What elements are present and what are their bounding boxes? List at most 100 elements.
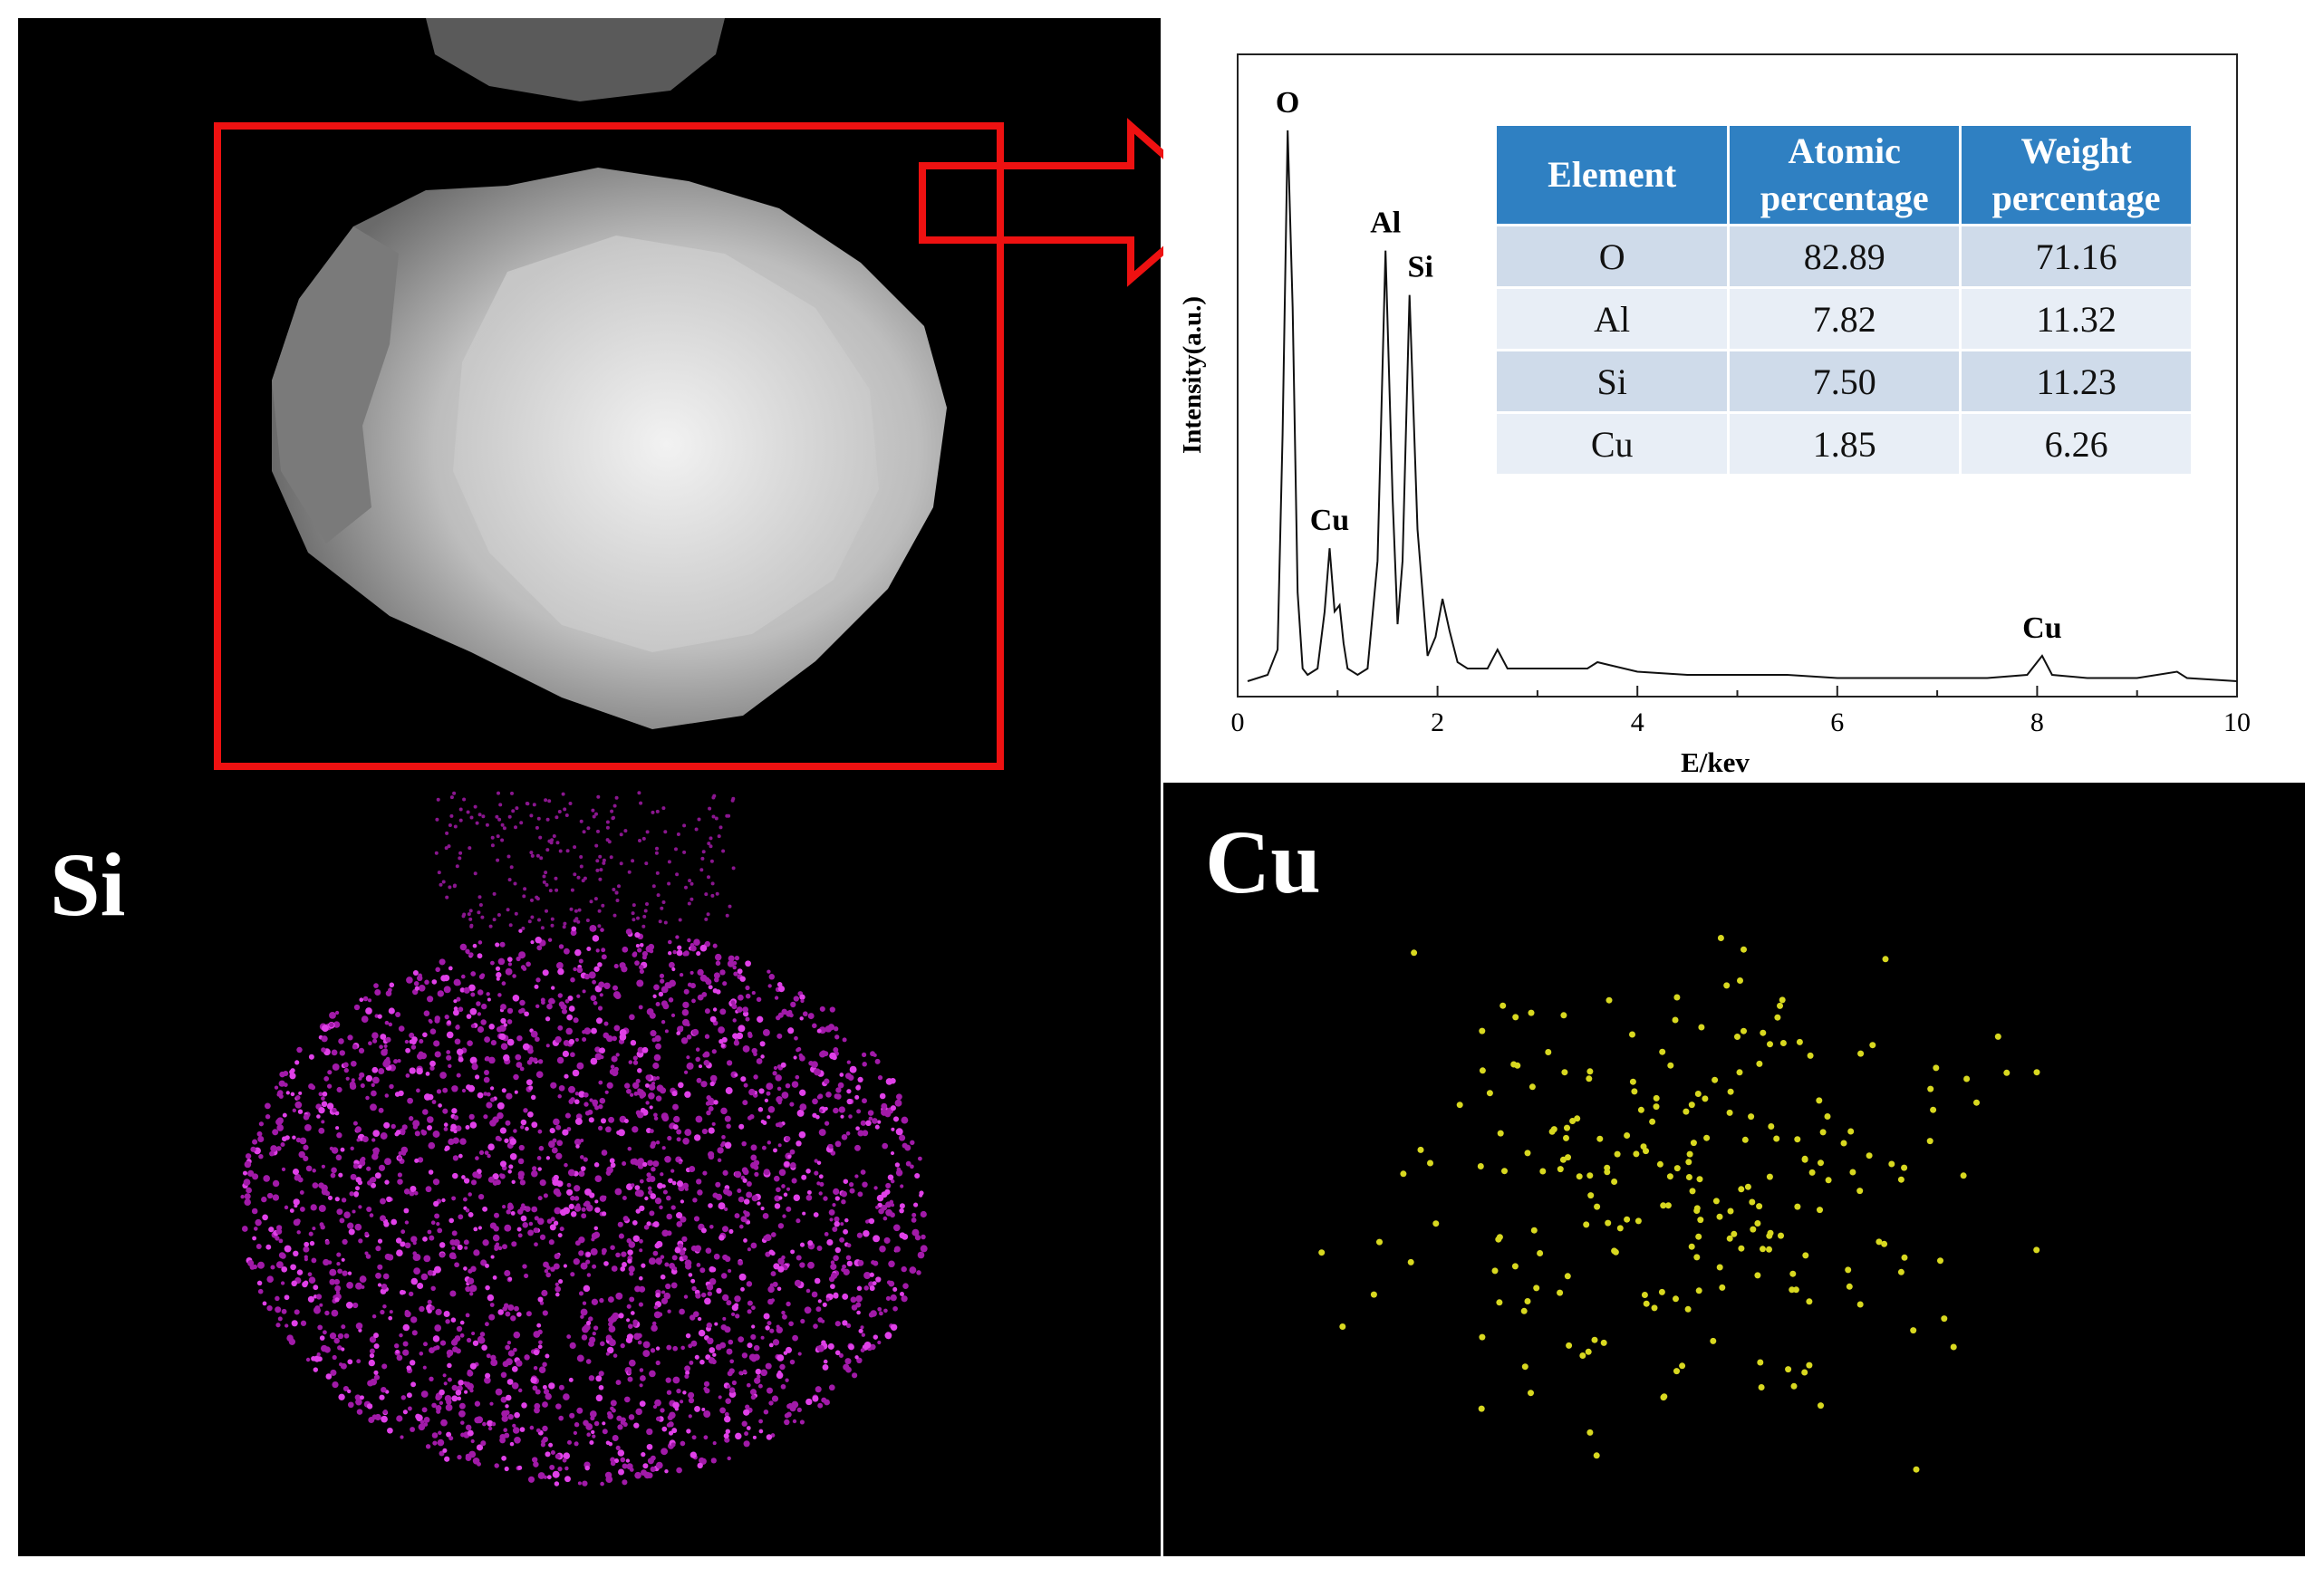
cu-dot: [1528, 1390, 1534, 1397]
si-dot: [441, 880, 446, 884]
si-dot: [562, 1129, 569, 1136]
si-dot: [510, 1315, 516, 1322]
cu-dot: [1586, 1429, 1594, 1436]
si-dot: [442, 1373, 447, 1378]
si-dot: [648, 1083, 656, 1091]
si-dot: [777, 1257, 785, 1265]
si-dot: [882, 1216, 888, 1221]
si-dot: [709, 836, 713, 841]
si-dot: [357, 1179, 363, 1186]
si-dot: [530, 1377, 537, 1384]
si-dot: [636, 1189, 644, 1198]
si-dot: [789, 1102, 795, 1107]
si-dot: [335, 1126, 340, 1131]
si-dot: [710, 1458, 717, 1464]
si-dot: [472, 1340, 479, 1346]
cu-dot: [1960, 1172, 1967, 1179]
si-dot: [877, 1340, 882, 1345]
si-dot: [454, 1262, 459, 1268]
cu-dot: [1807, 1052, 1814, 1059]
si-dot: [575, 1113, 583, 1120]
si-dot: [451, 1384, 458, 1391]
si-dot: [478, 903, 483, 907]
si-dot: [784, 1161, 790, 1168]
si-dot: [666, 1213, 673, 1220]
si-dot: [570, 977, 575, 983]
table-cell: Al: [1497, 287, 1731, 351]
cu-dot: [1537, 1250, 1544, 1256]
si-dot: [435, 817, 439, 822]
si-dot: [921, 1234, 926, 1240]
si-dot: [720, 1323, 728, 1331]
si-dot: [341, 1347, 345, 1352]
si-dot: [510, 1210, 516, 1216]
si-dot: [295, 1137, 302, 1143]
si-dot: [910, 1140, 915, 1145]
si-dot: [549, 1127, 555, 1134]
si-dot: [816, 1181, 821, 1186]
cu-dots: [1318, 935, 2040, 1473]
si-dot: [275, 1236, 280, 1241]
si-dot: [655, 1346, 661, 1351]
si-dot: [653, 1304, 659, 1310]
si-dot: [733, 971, 738, 977]
si-dot: [486, 1353, 491, 1359]
si-dot: [562, 925, 566, 929]
si-dot: [845, 1131, 851, 1136]
si-dot: [801, 1174, 807, 1180]
si-dot: [624, 1082, 631, 1089]
si-dot: [564, 1476, 571, 1483]
si-dot: [461, 1088, 467, 1093]
si-dot: [863, 1341, 872, 1349]
si-dot: [275, 1306, 282, 1313]
si-dot: [692, 1311, 699, 1318]
si-dot: [738, 1336, 745, 1342]
si-dot: [728, 1368, 735, 1374]
si-dot: [487, 997, 491, 1002]
si-dot: [650, 1466, 656, 1472]
si-dot: [688, 1397, 695, 1404]
si-dot: [661, 1290, 666, 1294]
si-dot: [742, 1006, 749, 1013]
si-dot: [531, 1121, 538, 1129]
si-dot: [470, 1438, 475, 1444]
si-dot: [352, 1163, 359, 1169]
si-dot: [676, 949, 683, 957]
si-dot: [497, 913, 501, 917]
si-dot: [634, 1185, 641, 1191]
si-dot: [639, 1368, 644, 1372]
si-dot: [751, 1047, 757, 1054]
si-dot: [489, 1086, 495, 1091]
si-dot: [516, 956, 521, 962]
si-dot: [703, 1435, 709, 1440]
cu-dot: [1641, 1292, 1648, 1298]
si-dot: [502, 1244, 507, 1250]
si-dot: [743, 1198, 750, 1205]
cu-dot: [1726, 1109, 1733, 1116]
si-dot: [463, 1381, 468, 1385]
si-dot: [537, 1059, 544, 1064]
cu-dot: [1673, 1368, 1680, 1375]
si-dot: [656, 893, 661, 898]
si-dot: [542, 1362, 547, 1367]
si-dot: [477, 940, 483, 945]
si-dot: [573, 919, 577, 923]
si-dot: [550, 1449, 555, 1456]
si-dot: [341, 1257, 345, 1262]
si-dot: [746, 1220, 751, 1225]
si-dot: [872, 1281, 877, 1285]
si-dot: [548, 1442, 554, 1448]
si-dot: [537, 918, 541, 922]
si-dot: [275, 1228, 283, 1235]
si-dot: [339, 1217, 345, 1224]
si-dot: [678, 918, 682, 922]
si-dot: [584, 1465, 590, 1471]
cu-dot: [1376, 1238, 1383, 1246]
si-dot: [750, 1305, 756, 1311]
si-dot: [639, 801, 643, 805]
si-dot: [561, 1008, 568, 1015]
si-dot: [495, 966, 501, 971]
si-dot: [366, 1403, 373, 1410]
si-dot: [465, 1455, 472, 1461]
si-dot: [578, 1170, 585, 1178]
